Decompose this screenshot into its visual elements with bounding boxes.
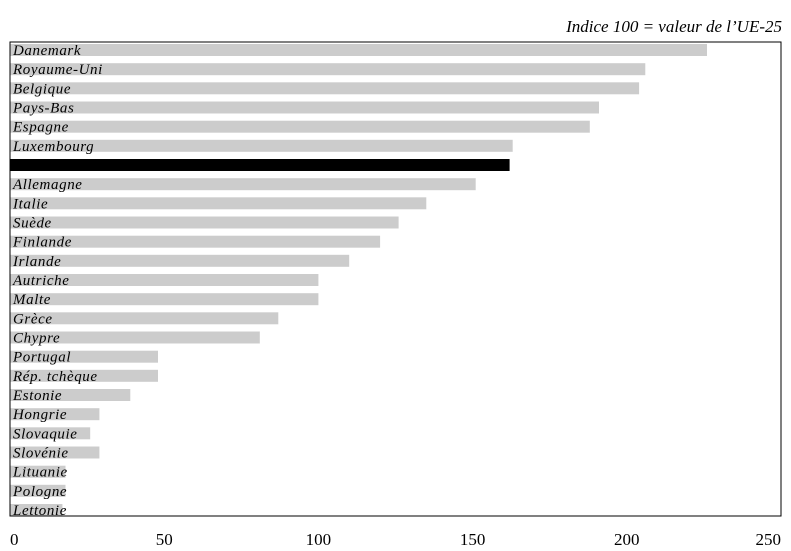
label-autriche: Autriche — [12, 273, 69, 289]
label-belgique: Belgique — [13, 81, 71, 97]
label-finlande: Finlande — [12, 235, 72, 251]
label-espagne: Espagne — [12, 120, 69, 136]
bar-slovaquie — [10, 427, 91, 440]
label-estonie: Estonie — [12, 388, 62, 404]
label-allemagne: Allemagne — [12, 177, 83, 193]
bar-lituanie — [10, 465, 66, 478]
bar-france — [10, 159, 510, 171]
label-france: France — [12, 158, 60, 174]
label-danemark: Danemark — [12, 43, 81, 59]
chart-annotation: Indice 100 = valeur de l’UE-25 — [565, 17, 782, 36]
bar-royaume-uni — [10, 63, 646, 76]
x-tick-label: 100 — [306, 530, 332, 549]
bar-italie — [10, 197, 427, 210]
bar-finlande — [10, 235, 381, 248]
bar-hongrie — [10, 408, 100, 421]
x-tick-label: 50 — [156, 530, 173, 549]
label-malte: Malte — [12, 292, 51, 308]
plot-frame — [9, 41, 782, 517]
bar-espagne — [10, 120, 590, 133]
label-royaume-uni: Royaume-Uni — [12, 62, 103, 78]
x-tick-label: 150 — [460, 530, 486, 549]
bar-danemark — [10, 44, 707, 56]
label-irlande: Irlande — [12, 254, 61, 270]
label-slovenie: Slovénie — [13, 446, 69, 462]
label-pologne: Pologne — [12, 484, 67, 500]
label-lituanie: Lituanie — [12, 465, 68, 481]
bar-chypre — [10, 331, 260, 344]
bar-lettonie — [10, 504, 63, 516]
bars-group — [10, 44, 707, 516]
label-portugal: Portugal — [12, 350, 71, 366]
label-slovaquie: Slovaquie — [13, 426, 78, 442]
bar-allemagne — [10, 178, 476, 191]
x-tick-label: 0 — [10, 530, 19, 549]
bar-malte — [10, 293, 319, 306]
x-axis-ticks: 0 50 100 150 200 250 — [10, 530, 781, 549]
bar-grece — [10, 312, 279, 325]
bar-belgique — [10, 82, 640, 95]
bar-pays-bas — [10, 101, 599, 114]
bar-rep-tcheque — [10, 369, 158, 382]
label-hongrie: Hongrie — [12, 407, 67, 423]
label-pays-bas: Pays-Bas — [12, 101, 74, 117]
bar-pologne — [10, 484, 66, 497]
bar-luxembourg — [10, 139, 513, 152]
label-luxembourg: Luxembourg — [12, 139, 94, 155]
label-italie: Italie — [12, 196, 48, 212]
bar-suede — [10, 216, 399, 229]
label-rep-tcheque: Rép. tchèque — [12, 369, 98, 385]
label-lettonie: Lettonie — [12, 503, 67, 519]
x-tick-label: 250 — [756, 530, 782, 549]
bar-irlande — [10, 254, 350, 267]
x-tick-label: 200 — [614, 530, 640, 549]
bar-slovenie — [10, 446, 100, 459]
bar-autriche — [10, 274, 319, 286]
label-suede: Suède — [13, 216, 52, 232]
bar-estonie — [10, 389, 131, 401]
category-labels-group: Danemark Royaume-Uni Belgique Pays-Bas Espag… — [12, 43, 103, 519]
label-chypre: Chypre — [13, 331, 60, 347]
label-grece: Grèce — [13, 311, 53, 327]
bar-portugal — [10, 350, 158, 363]
